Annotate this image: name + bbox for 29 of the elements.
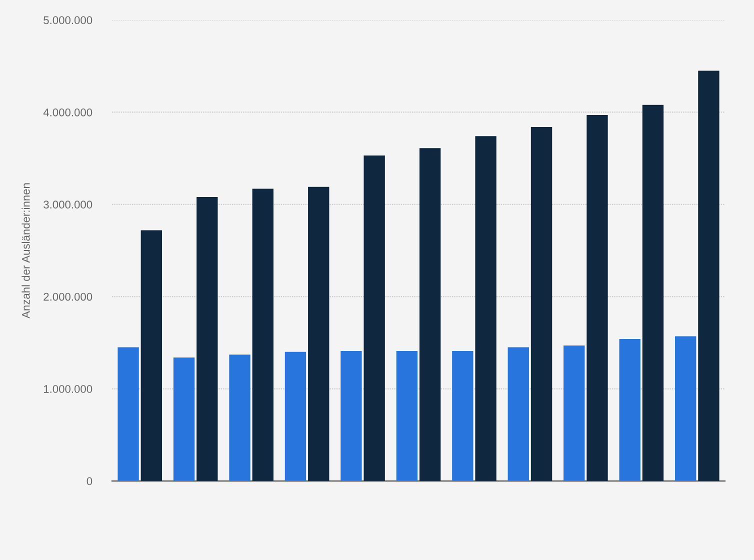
y-tick-label: 2.000.000 [44,292,92,301]
bar [340,351,362,481]
y-tick-label: 5.000.000 [44,16,92,24]
bar [508,347,529,481]
bar [196,197,218,481]
bar [475,136,496,481]
bar [419,148,441,481]
bar [140,230,162,481]
bar [308,186,330,481]
bar [396,351,418,481]
y-tick-label: 0 [86,477,92,486]
y-axis-title: Anzahl der Ausländer:innen [22,183,30,318]
bar [284,352,306,481]
bar [619,339,640,481]
bar [642,104,664,481]
bar [252,188,274,481]
y-tick-label: 3.000.000 [44,200,92,209]
y-tick-label: 1.000.000 [44,385,92,393]
bar [452,351,474,481]
bar [530,126,552,481]
bar [118,347,139,481]
bar [586,114,608,481]
bar [173,357,195,481]
bar [564,345,585,481]
bar [364,156,385,481]
bar [229,354,250,481]
y-tick-label: 4.000.000 [43,108,92,116]
bar [698,70,720,481]
bar [674,336,696,481]
